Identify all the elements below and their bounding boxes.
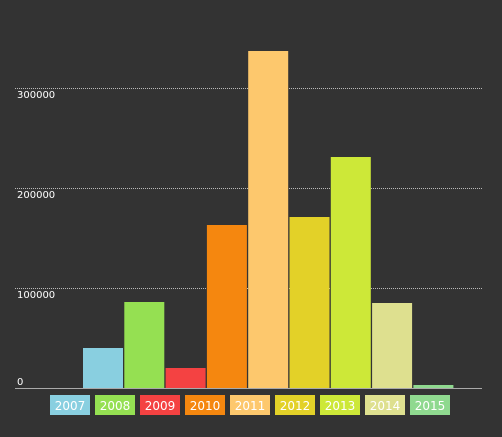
bar-2008 <box>124 302 165 388</box>
legend-swatch-2011 <box>230 395 270 415</box>
bars <box>83 51 454 388</box>
legend-label-2010: 2010 <box>190 399 221 413</box>
legend-label-2008: 2008 <box>100 399 131 413</box>
y-tick-label: 200000 <box>17 190 55 201</box>
legend-swatch-2015 <box>410 395 450 415</box>
bar-2013 <box>330 157 371 388</box>
legend-label-2015: 2015 <box>415 399 446 413</box>
legend-label-2007: 2007 <box>55 399 86 413</box>
y-tick-label: 0 <box>17 377 23 388</box>
legend-swatch-2010 <box>185 395 225 415</box>
legend-label-2014: 2014 <box>370 399 401 413</box>
legend-label-2011: 2011 <box>235 399 266 413</box>
bar-2011 <box>248 51 289 388</box>
bar-2015 <box>413 385 454 388</box>
bar-2014 <box>372 303 413 388</box>
legend-label-2013: 2013 <box>325 399 356 413</box>
legend: 2007 2008 2009 2010 2011 2012 2013 2014 2015 <box>50 395 450 415</box>
legend-swatch-2008 <box>95 395 135 415</box>
bar-2007 <box>83 348 123 388</box>
bar-2009 <box>165 368 206 388</box>
y-axis-tick-labels: 0 100000 200000 300000 <box>17 90 55 388</box>
bar-2012 <box>289 217 330 388</box>
legend-swatch-2007 <box>50 395 90 415</box>
legend-label-2012: 2012 <box>280 399 311 413</box>
bar-2010 <box>206 225 247 388</box>
y-tick-label: 100000 <box>17 290 55 301</box>
y-tick-label: 300000 <box>17 90 55 101</box>
legend-swatch-2012 <box>275 395 315 415</box>
legend-label-2009: 2009 <box>145 399 176 413</box>
legend-swatch-2009 <box>140 395 180 415</box>
legend-swatch-2014 <box>365 395 405 415</box>
legend-swatch-2013 <box>320 395 360 415</box>
